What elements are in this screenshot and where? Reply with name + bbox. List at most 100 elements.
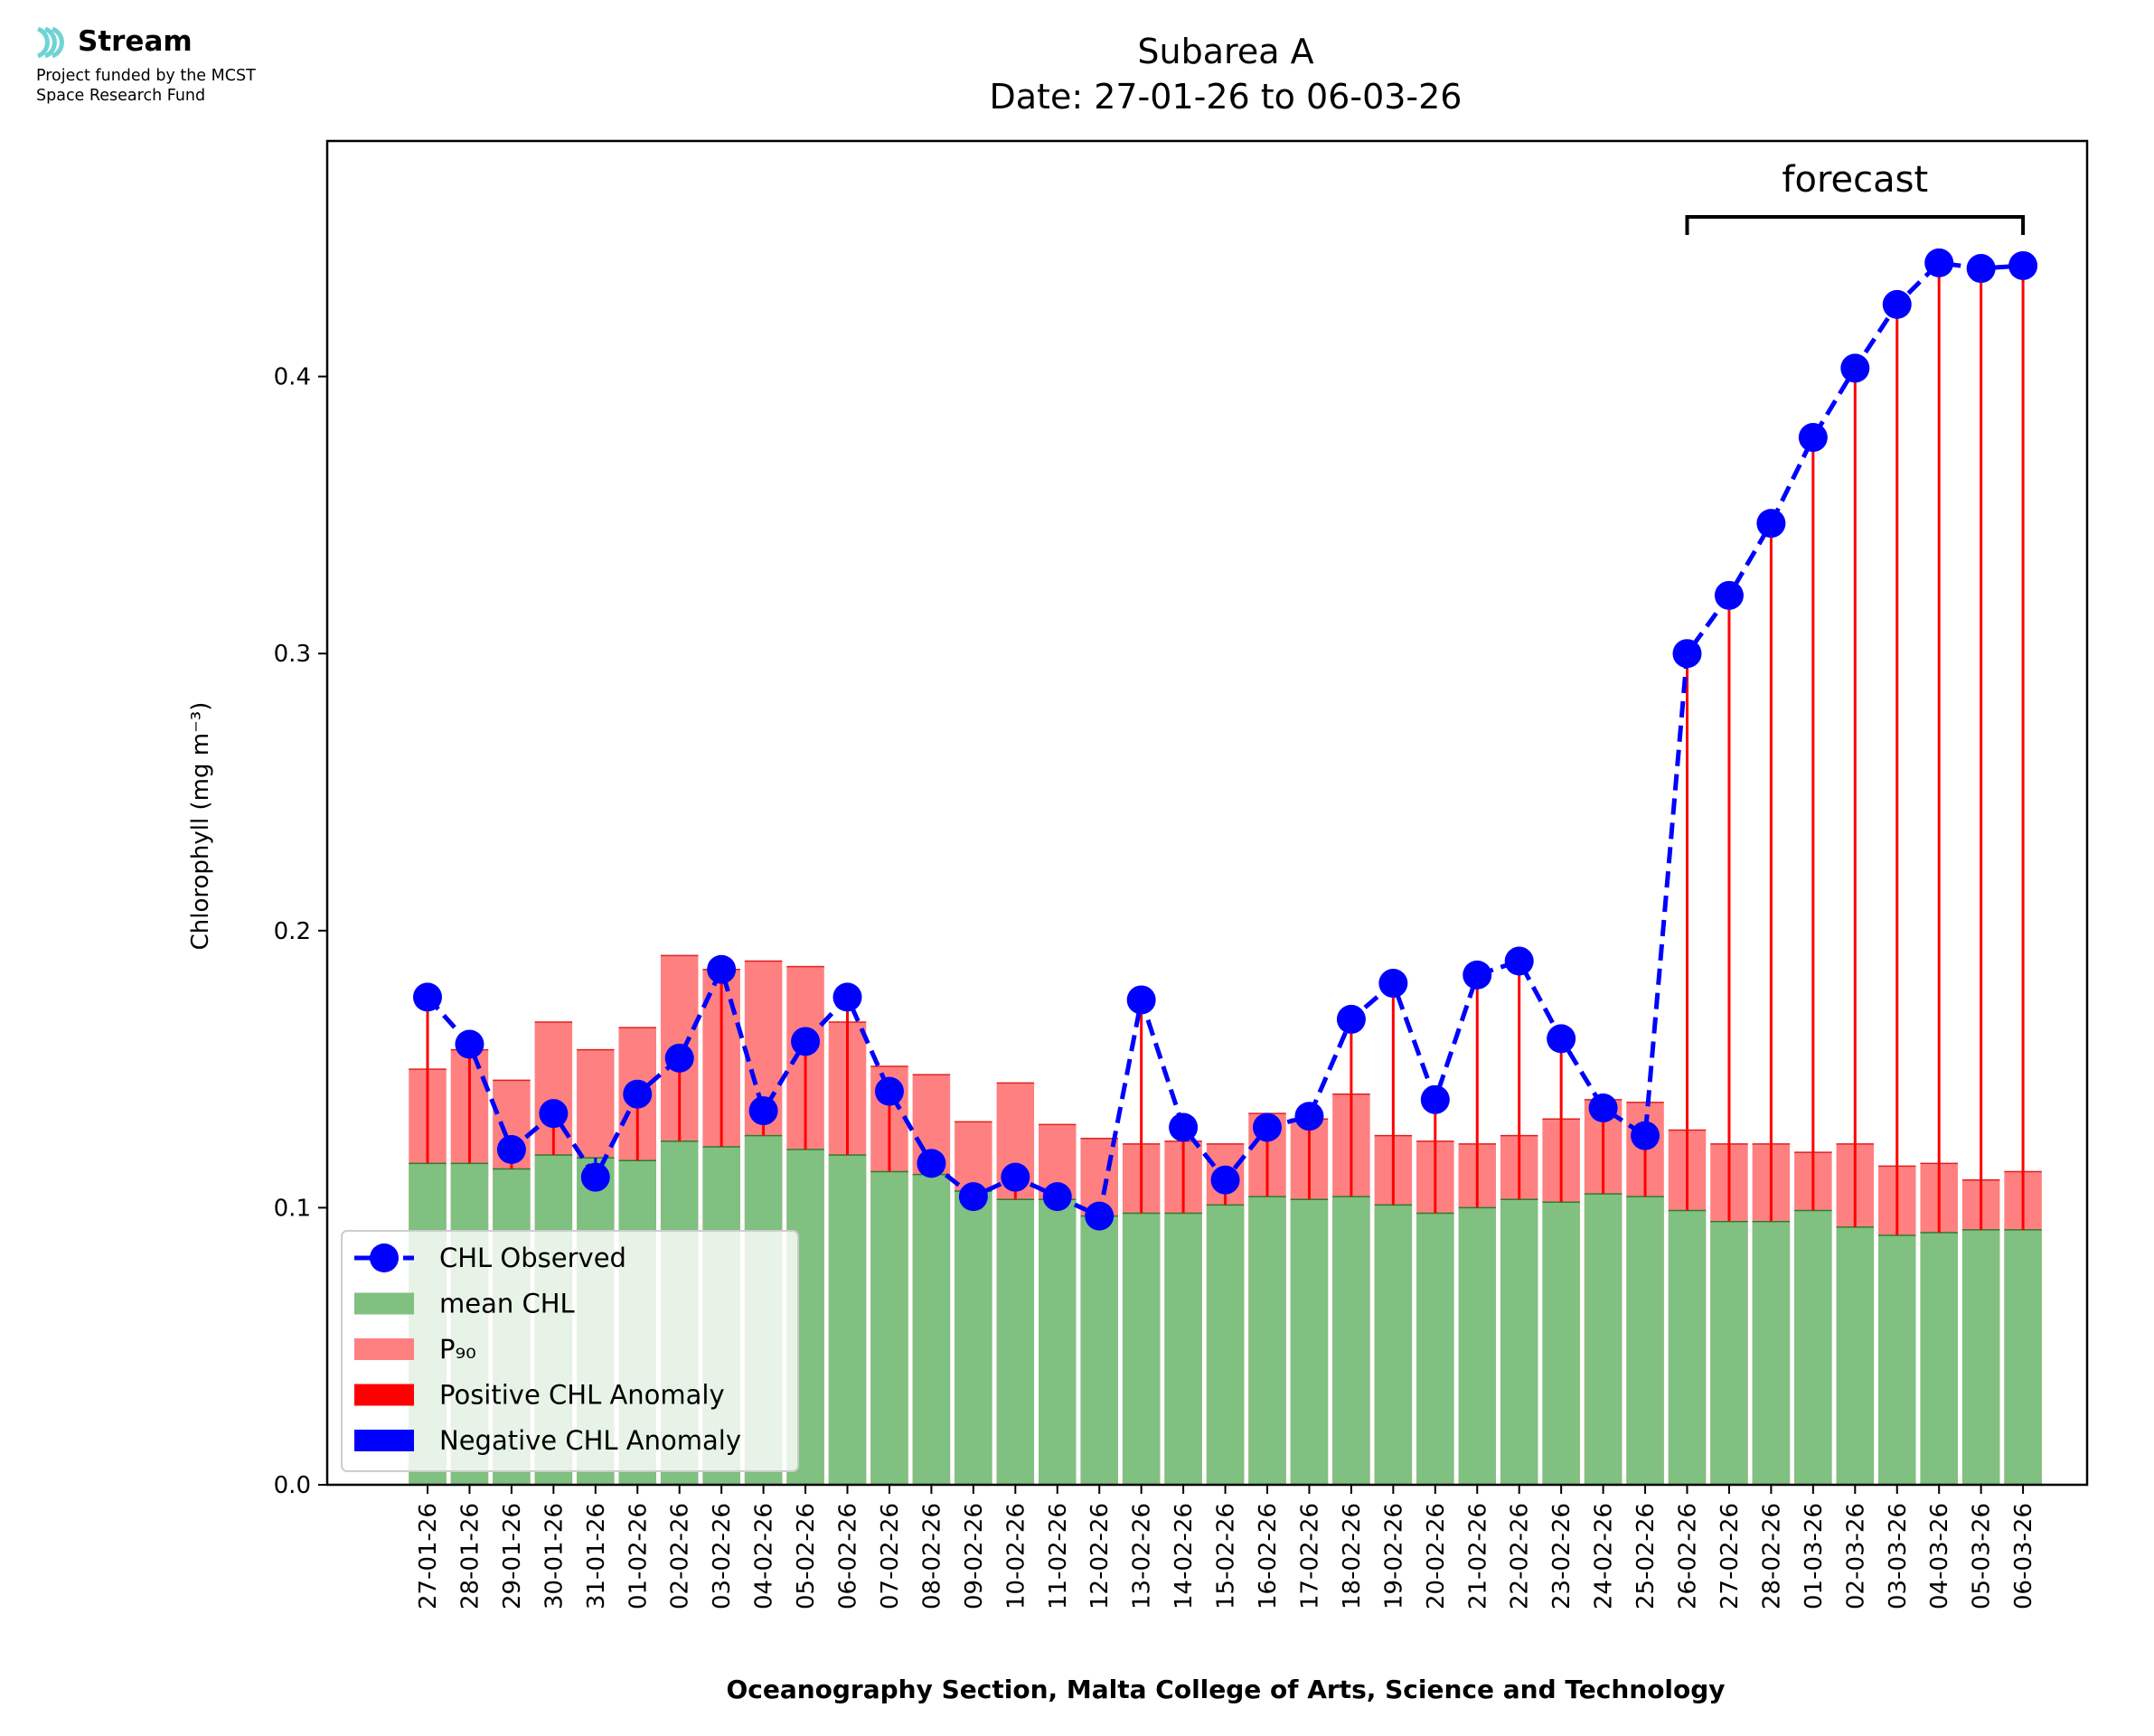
x-tick-label: 06-03-26 — [2010, 1503, 2037, 1609]
legend-patch-swatch — [354, 1292, 414, 1315]
chl-observed-point — [455, 1029, 484, 1059]
x-tick-label: 24-02-26 — [1591, 1503, 1618, 1609]
chl-observed-point — [1085, 1201, 1115, 1231]
y-tick-label: 0.0 — [274, 1472, 311, 1499]
x-tick-label: 06-02-26 — [835, 1503, 862, 1609]
legend-label: Positive CHL Anomaly — [439, 1380, 725, 1411]
x-tick-label: 03-02-26 — [709, 1503, 736, 1609]
chl-observed-point — [1042, 1182, 1072, 1212]
forecast-annotation: forecast — [1685, 159, 2026, 235]
legend-label: P₉₀ — [439, 1334, 476, 1365]
x-axis-label: Oceanography Section, Malta College of A… — [726, 1675, 1725, 1704]
chl-observed-point — [1210, 1165, 1240, 1195]
chl-observed-point — [623, 1079, 653, 1109]
legend-marker-swatch — [370, 1243, 399, 1272]
chl-observed-point — [496, 1135, 526, 1165]
logo-name: Stream — [78, 25, 193, 58]
chl-observed-point — [1924, 248, 1954, 277]
x-tick-label: 29-01-26 — [499, 1503, 526, 1609]
logo: Stream Project funded by the MCST Space … — [33, 22, 340, 121]
x-tick-label: 02-02-26 — [667, 1503, 694, 1609]
chl-observed-point — [748, 1096, 778, 1126]
chl-observed-point — [1504, 946, 1534, 976]
chl-observed-point — [1126, 985, 1156, 1015]
x-tick-label: 26-02-26 — [1675, 1503, 1702, 1609]
chl-observed-point — [1714, 580, 1744, 610]
chl-observed-point — [1547, 1024, 1576, 1054]
mean-chl-bar — [1752, 1221, 1791, 1485]
x-tick-label: 15-02-26 — [1213, 1503, 1240, 1609]
x-tick-label: 14-02-26 — [1171, 1503, 1198, 1609]
chl-observed-point — [707, 954, 737, 984]
chl-observed-point — [1966, 254, 1996, 284]
chl-observed-point — [917, 1149, 946, 1178]
chl-observed-point — [1798, 423, 1828, 453]
chl-observed-point — [1294, 1102, 1324, 1131]
legend-patch-swatch — [354, 1338, 414, 1360]
observed-line-layer — [413, 248, 2038, 1231]
legend-label: Negative CHL Anomaly — [439, 1425, 741, 1456]
y-tick-label: 0.4 — [274, 364, 311, 391]
logo-funding-line-1: Project funded by the MCST — [36, 67, 256, 85]
mean-chl-bar — [1374, 1205, 1413, 1485]
legend-patch-swatch — [354, 1430, 414, 1451]
mean-chl-bar — [996, 1199, 1035, 1485]
x-tick-label: 11-02-26 — [1045, 1503, 1072, 1609]
legend-label: mean CHL — [439, 1289, 575, 1319]
mean-chl-bar — [1164, 1213, 1202, 1485]
x-tick-label: 31-01-26 — [583, 1503, 610, 1609]
x-tick-label: 02-03-26 — [1842, 1503, 1869, 1609]
x-tick-label: 13-02-26 — [1129, 1503, 1156, 1609]
x-tick-label: 19-02-26 — [1380, 1503, 1407, 1609]
x-tick-label: 08-02-26 — [918, 1503, 945, 1609]
chl-observed-point — [1420, 1084, 1450, 1114]
chl-observed-point — [1588, 1093, 1618, 1123]
chl-observed-point — [832, 982, 862, 1012]
chl-observed-point — [1336, 1004, 1366, 1034]
x-tick-label: 23-02-26 — [1548, 1503, 1576, 1609]
chl-observed-point — [1631, 1121, 1660, 1150]
chl-observed-point — [1169, 1112, 1199, 1142]
y-tick-label: 0.3 — [274, 641, 311, 668]
chart-subtitle: Date: 27-01-26 to 06-03-26 — [990, 77, 1463, 117]
mean-chl-bar — [1878, 1235, 1916, 1485]
x-tick-label: 12-02-26 — [1086, 1503, 1114, 1609]
chl-observed-point — [1253, 1112, 1282, 1142]
chl-observed-point — [1001, 1162, 1030, 1192]
chl-observed-point — [1756, 509, 1786, 539]
logo-funding-line-2: Space Research Fund — [36, 87, 206, 105]
x-tick-label: 17-02-26 — [1296, 1503, 1323, 1609]
forecast-bracket — [1685, 215, 2026, 235]
mean-chl-bar — [1248, 1196, 1286, 1485]
mean-chl-bar — [912, 1174, 951, 1485]
chl-observed-point — [791, 1027, 821, 1056]
chl-observed-point — [664, 1043, 694, 1073]
x-tick-label: 22-02-26 — [1507, 1503, 1534, 1609]
chl-observed-point — [1378, 969, 1408, 999]
y-axis-label: Chlorophyll (mg m⁻³) — [187, 702, 214, 951]
chl-observed-point — [539, 1099, 569, 1129]
mean-chl-bar — [1626, 1196, 1664, 1485]
mean-chl-bar — [1668, 1210, 1707, 1485]
chl-observed-point — [2008, 250, 2038, 280]
mean-chl-bar — [1794, 1210, 1832, 1485]
chart-title: Subarea A — [1137, 32, 1313, 71]
x-tick-label: 21-02-26 — [1464, 1503, 1491, 1609]
stream-logo-icon — [36, 26, 64, 59]
x-tick-label: 28-01-26 — [456, 1503, 484, 1609]
chl-observed-point — [874, 1076, 904, 1106]
mean-chl-bar — [1920, 1232, 1958, 1485]
x-tick-label: 27-02-26 — [1717, 1503, 1744, 1609]
mean-chl-bar — [1122, 1213, 1161, 1485]
legend: CHL Observed mean CHL P₉₀ Positive CHL Anom… — [341, 1230, 799, 1472]
mean-chl-bar — [828, 1155, 867, 1485]
chl-observed-point — [1463, 960, 1492, 990]
mean-chl-bar — [1416, 1213, 1454, 1485]
mean-chl-bar — [1080, 1215, 1118, 1485]
x-tick-label: 04-03-26 — [1926, 1503, 1953, 1609]
chl-observed-point — [580, 1162, 610, 1192]
mean-chl-bar — [870, 1171, 908, 1485]
chl-observed-point — [958, 1182, 988, 1212]
axes-layer: 0.0 0.1 0.2 0.3 0.4 27-01-26 28-01-26 29-01-26 3… — [274, 139, 2089, 1609]
